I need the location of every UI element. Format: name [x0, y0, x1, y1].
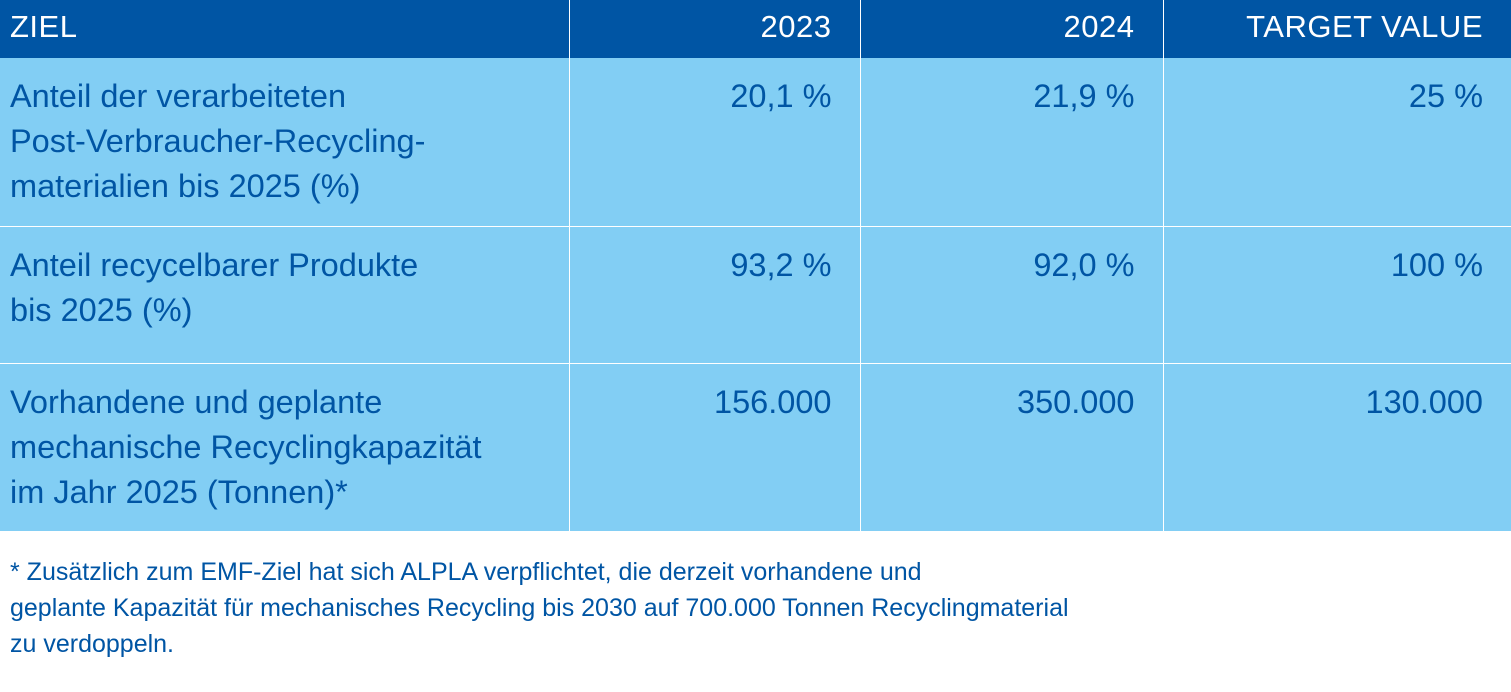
goal-cell: Anteil der verarbeiteten Post-Verbrauche… [0, 58, 570, 227]
value-2024-cell: 350.000 [860, 363, 1164, 531]
value-2023-cell: 20,1 % [569, 58, 861, 227]
goal-text-line: mechanische Recyclingkapazität [10, 428, 482, 465]
value-2023-cell: 93,2 % [569, 226, 861, 364]
goal-text-line: materialien bis 2025 (%) [10, 168, 361, 204]
table-row: Vorhandene und geplante mechanische Recy… [0, 363, 1511, 531]
goal-text-line: Vorhandene und geplante [10, 383, 383, 420]
goal-text-line: im Jahr 2025 (Tonnen)* [10, 473, 348, 510]
goal-text-line: Anteil der verarbeiteten [10, 78, 347, 114]
goal-text-line: Anteil recycelbarer Produkte [10, 246, 419, 283]
goal-table: ZIEL 2023 2024 TARGET VALUE Anteil der v… [0, 0, 1511, 531]
header-goal: ZIEL [0, 0, 570, 58]
goal-cell: Anteil recycelbarer Produkte bis 2025 (%… [0, 226, 570, 364]
header-2024: 2024 [860, 0, 1164, 58]
value-2024-cell: 21,9 % [860, 58, 1164, 227]
table-header-row: ZIEL 2023 2024 TARGET VALUE [0, 0, 1511, 58]
table-row: Anteil der verarbeiteten Post-Verbrauche… [0, 58, 1511, 227]
footnote-line: * Zusätzlich zum EMF-Ziel hat sich ALPLA… [10, 558, 922, 586]
header-2023: 2023 [569, 0, 861, 58]
value-2023-cell: 156.000 [569, 363, 861, 531]
table-row: Anteil recycelbarer Produkte bis 2025 (%… [0, 226, 1511, 364]
goal-text-line: Post-Verbraucher-Recycling- [10, 123, 426, 159]
target-value-cell: 130.000 [1163, 363, 1511, 531]
footnote: * Zusätzlich zum EMF-Ziel hat sich ALPLA… [10, 554, 1069, 662]
target-value-cell: 25 % [1163, 58, 1511, 227]
header-target-value: TARGET VALUE [1163, 0, 1511, 58]
goal-text-line: bis 2025 (%) [10, 291, 193, 328]
goal-cell: Vorhandene und geplante mechanische Recy… [0, 363, 570, 531]
value-2024-cell: 92,0 % [860, 226, 1164, 364]
footnote-line: geplante Kapazität für mechanisches Recy… [10, 594, 1069, 622]
footnote-line: zu verdoppeln. [10, 630, 175, 658]
target-value-cell: 100 % [1163, 226, 1511, 364]
